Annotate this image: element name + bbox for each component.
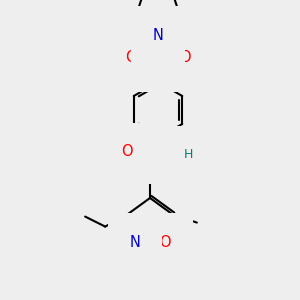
Text: H: H: [183, 148, 193, 161]
Text: S: S: [152, 48, 164, 66]
Text: O: O: [121, 145, 133, 160]
Text: O: O: [159, 235, 171, 250]
Text: N: N: [130, 235, 140, 250]
Text: O: O: [179, 50, 191, 64]
Text: N: N: [169, 148, 180, 163]
Text: N: N: [153, 28, 164, 43]
Text: O: O: [125, 50, 137, 64]
